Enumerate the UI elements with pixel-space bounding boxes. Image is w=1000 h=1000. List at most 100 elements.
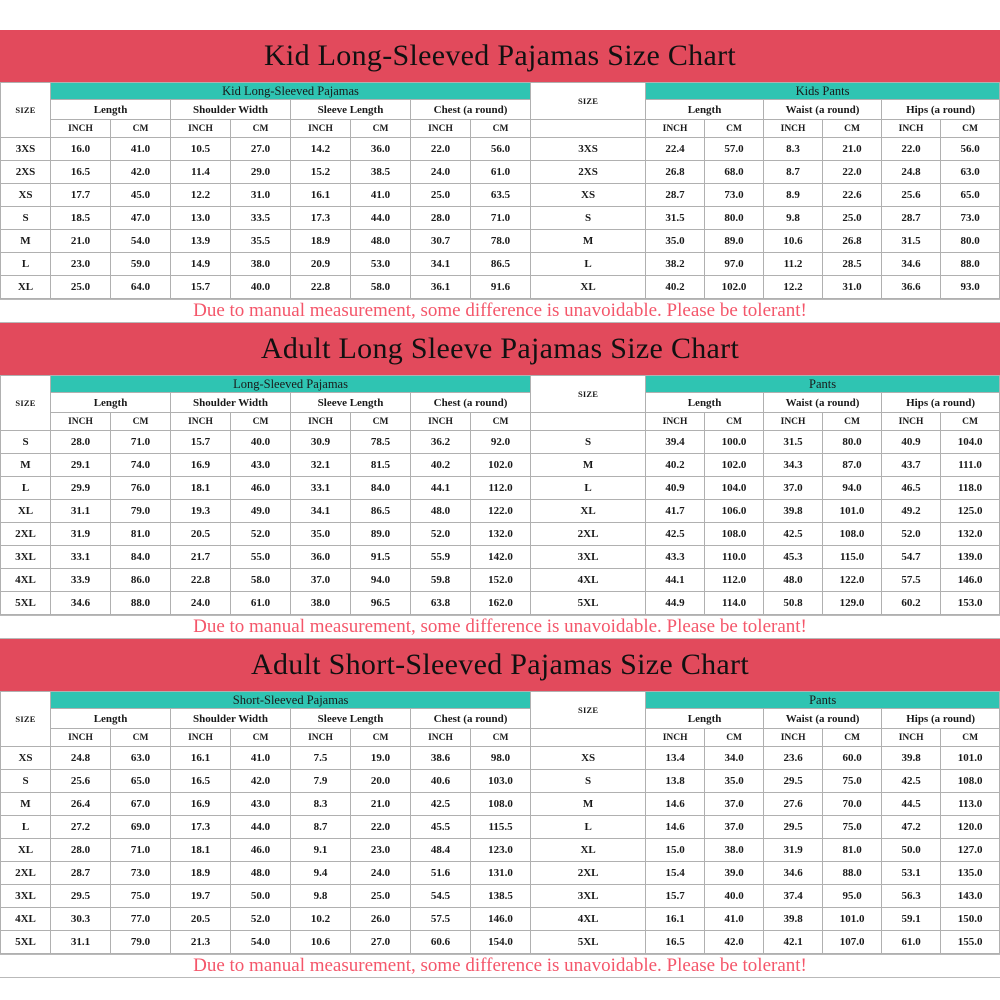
top-measure-value: 16.5 [50,160,111,184]
table-row: XL 25.0 64.0 15.7 40.0 22.8 58.0 36.1 91.6 XL 40.2… [0,275,1000,299]
top-measure-value: 38.6 [410,746,471,770]
row-size-label: 5XL [0,591,51,615]
top-measure-value: 21.3 [170,930,231,954]
pants-measure-value: 31.5 [881,229,942,253]
top-measure-value: 17.7 [50,183,111,207]
table-row: S 18.5 47.0 13.0 33.5 17.3 44.0 28.0 71.0 S 31.5 80… [0,206,1000,230]
pants-measure-value: 37.4 [763,884,824,908]
row-pants-size-label: M [530,792,647,816]
pants-measure-value: 45.3 [763,545,824,569]
top-measure-header: Length [50,392,171,413]
row-pants-size-label: 5XL [530,591,647,615]
top-measure-value: 19.3 [170,499,231,523]
unit-header-cm: CM [230,728,291,747]
pants-measure-value: 94.0 [822,476,883,500]
table-header-row-groups: SIZE Kid Long-Sleeved Pajamas SIZE Kids Pan… [0,82,1000,138]
table-row: S 28.0 71.0 15.7 40.0 30.9 78.5 36.2 92.0 S 39.4 10… [0,430,1000,454]
top-measure-value: 12.2 [170,183,231,207]
top-measure-value: 33.9 [50,568,111,592]
unit-header-cm: CM [110,728,171,747]
table-header-row-groups: SIZE Short-Sleeved Pajamas SIZE Pants [0,691,1000,747]
top-measure-value: 61.0 [230,591,291,615]
pants-measure-value: 44.9 [645,591,706,615]
pants-measure-value: 80.0 [704,206,765,230]
top-measure-value: 17.3 [290,206,351,230]
top-measure-value: 27.0 [230,137,291,161]
pants-measure-value: 56.3 [881,884,942,908]
top-measure-value: 71.0 [469,206,532,230]
pants-measure-value: 9.8 [763,206,824,230]
pants-measure-value: 153.0 [940,591,1000,615]
pants-measure-value: 44.1 [645,568,706,592]
top-measure-value: 73.0 [110,861,171,885]
top-measure-value: 48.0 [230,861,291,885]
row-pants-size-label: M [530,229,647,253]
top-measure-value: 13.0 [170,206,231,230]
top-measure-value: 44.1 [410,476,471,500]
pants-measure-value: 28.7 [881,206,942,230]
pants-measure-value: 135.0 [940,861,1000,885]
top-measure-value: 20.9 [290,252,351,276]
top-measure-value: 53.0 [350,252,411,276]
top-measure-value: 38.0 [290,591,351,615]
row-size-label: L [0,476,51,500]
top-measure-value: 79.0 [110,930,171,954]
top-measure-value: 19.7 [170,884,231,908]
top-measure-value: 9.4 [290,861,351,885]
pants-measure-value: 155.0 [940,930,1000,954]
table-row: 3XL 29.5 75.0 19.7 50.0 9.8 25.0 54.5 138.5 3XL 15… [0,884,1000,908]
pants-measure-value: 49.2 [881,499,942,523]
pants-measure-value: 118.0 [940,476,1000,500]
top-measure-value: 48.4 [410,838,471,862]
pants-measure-value: 106.0 [704,499,765,523]
pants-measure-value: 38.0 [704,838,765,862]
pants-measure-value: 35.0 [704,769,765,793]
top-measure-value: 54.5 [410,884,471,908]
top-measure-value: 112.0 [469,476,532,500]
pants-measure-value: 60.0 [822,746,883,770]
top-measure-value: 14.2 [290,137,351,161]
top-measure-value: 14.9 [170,252,231,276]
pants-measure-value: 24.8 [881,160,942,184]
pants-measure-value: 39.8 [881,746,942,770]
table-row: XS 17.7 45.0 12.2 31.0 16.1 41.0 25.0 63.5 XS 28.7… [0,183,1000,207]
pants-measure-value: 50.0 [881,838,942,862]
top-measure-value: 16.0 [50,137,111,161]
top-measure-header: Shoulder Width [170,392,291,413]
pants-measure-value: 75.0 [822,769,883,793]
row-size-label: XS [0,746,51,770]
row-size-label: M [0,229,51,253]
pants-measure-value: 15.7 [645,884,706,908]
row-pants-size-label: 2XS [530,160,647,184]
row-size-label: L [0,252,51,276]
row-size-label: 2XL [0,522,51,546]
table-row: S 25.6 65.0 16.5 42.0 7.9 20.0 40.6 103.0 S 13.8 35… [0,769,1000,793]
pants-measure-value: 61.0 [881,930,942,954]
row-size-label: S [0,769,51,793]
row-size-label: 2XS [0,160,51,184]
unit-header-cm: CM [704,728,765,747]
top-measure-value: 27.2 [50,815,111,839]
disclaimer-row: Due to manual measurement, some differen… [0,954,1000,978]
top-measure-value: 38.5 [350,160,411,184]
top-measure-value: 54.0 [230,930,291,954]
pants-measure-value: 56.0 [940,137,1000,161]
top-measure-value: 22.8 [170,568,231,592]
top-measure-value: 22.8 [290,275,351,299]
top-measure-value: 36.0 [350,137,411,161]
table-row: 5XL 31.1 79.0 21.3 54.0 10.6 27.0 60.6 154.0 5XL 1… [0,930,1000,954]
top-measure-value: 32.1 [290,453,351,477]
pants-measure-value: 31.5 [645,206,706,230]
pants-measure-value: 42.5 [763,522,824,546]
top-measure-header: Chest (a round) [409,392,532,413]
pants-measure-value: 57.0 [704,137,765,161]
unit-header-inch: INCH [410,119,471,138]
top-measure-value: 17.3 [170,815,231,839]
top-measure-value: 31.1 [50,930,111,954]
top-measure-value: 16.1 [170,746,231,770]
table-row: L 23.0 59.0 14.9 38.0 20.9 53.0 34.1 86.5 L 38.2 97… [0,252,1000,276]
top-measure-value: 25.0 [410,183,471,207]
pants-measure-value: 42.1 [763,930,824,954]
size-table: SIZE Kid Long-Sleeved Pajamas SIZE Kids Pan… [0,82,1000,299]
top-measure-header: Chest (a round) [409,99,532,120]
